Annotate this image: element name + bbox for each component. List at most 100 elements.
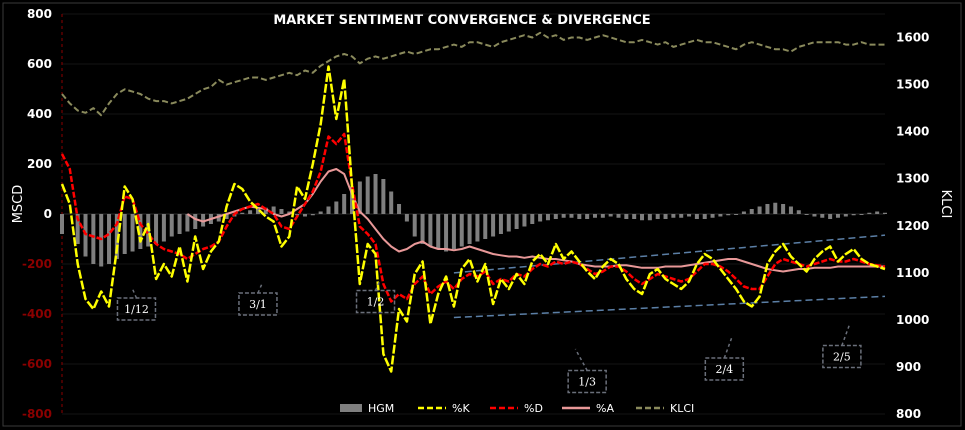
- hgm-bar: [365, 176, 370, 214]
- hgm-bar: [216, 214, 221, 222]
- hgm-bar: [694, 214, 699, 219]
- hgm-bar: [334, 201, 339, 214]
- hgm-bar: [161, 214, 166, 242]
- annotation-label: 1/12: [124, 303, 149, 316]
- hgm-bar: [263, 207, 268, 214]
- hgm-bar: [498, 214, 503, 234]
- hgm-bars: [60, 174, 887, 267]
- hgm-bar: [835, 214, 840, 218]
- hgm-bar: [310, 214, 315, 216]
- hgm-bar: [271, 206, 276, 214]
- y2-tick-label: 1000: [896, 313, 929, 327]
- hgm-bar: [412, 214, 417, 237]
- hgm-bar: [796, 210, 801, 214]
- annotation-label: 3/1: [249, 298, 267, 311]
- y-tick-label: -800: [22, 407, 52, 421]
- hgm-bar: [843, 214, 848, 217]
- trend-line: [453, 295, 886, 319]
- hgm-bar: [279, 209, 284, 214]
- hgm-bar: [647, 214, 652, 221]
- annotation-box: [567, 369, 607, 394]
- hgm-bar: [569, 214, 574, 218]
- trend-line: [453, 234, 886, 274]
- hgm-bar: [224, 214, 229, 219]
- annotations: 1/12 3/1 1/2 1/3 2/4 2/5: [116, 281, 862, 394]
- annotation-pointer: [374, 281, 381, 291]
- y-tick-label: 0: [44, 207, 52, 221]
- hgm-bar: [757, 206, 762, 214]
- hgm-bar: [851, 214, 856, 216]
- hgm-bar: [561, 214, 566, 218]
- annotation-pointer: [131, 288, 138, 299]
- hgm-bar: [326, 206, 331, 214]
- hgm-bar: [545, 214, 550, 221]
- y-tick-label: 400: [27, 107, 52, 121]
- hgm-bar: [169, 214, 174, 237]
- hgm-bar: [240, 212, 245, 214]
- hgm-bar: [287, 211, 292, 214]
- hgm-bar: [632, 214, 637, 219]
- hgm-bar: [483, 214, 488, 239]
- hgm-bar: [381, 179, 386, 214]
- hgm-bar: [491, 214, 496, 237]
- grid-lines: [61, 13, 885, 415]
- hgm-bar: [828, 214, 833, 219]
- hgm-bar: [154, 214, 159, 244]
- y2-tick-label: 800: [896, 407, 921, 421]
- y-tick-label: -600: [22, 357, 52, 371]
- legend-swatch-hgm: [340, 404, 362, 412]
- hgm-bar: [781, 204, 786, 214]
- y2-tick-label: 1100: [896, 266, 929, 280]
- annotation-label: 2/4: [715, 363, 733, 376]
- hgm-bar: [248, 210, 253, 214]
- hgm-bar: [585, 214, 590, 219]
- legend-item-klci: KLCI: [636, 402, 694, 415]
- hgm-bar: [467, 214, 472, 244]
- hgm-bar: [788, 206, 793, 214]
- hgm-bar: [530, 214, 535, 224]
- hgm-bar: [389, 191, 394, 214]
- hgm-bar: [514, 214, 519, 229]
- hgm-bar: [875, 211, 880, 214]
- trend-lines: [453, 234, 886, 319]
- chart-title: MARKET SENTIMENT CONVERGENCE & DIVERGENC…: [273, 13, 650, 28]
- hgm-bar: [255, 209, 260, 214]
- hgm-bar: [75, 214, 80, 244]
- hgm-bar: [608, 214, 613, 217]
- annotation-label: 2/5: [833, 351, 851, 364]
- annotation-pointer: [257, 283, 263, 294]
- legend-label-k: %K: [452, 402, 470, 415]
- hgm-bar: [726, 214, 731, 216]
- hgm-bar: [138, 214, 143, 249]
- hgm-bar: [663, 214, 668, 219]
- hgm-bar: [475, 214, 480, 242]
- legend: HGM %K %D %A KLCI: [340, 402, 694, 415]
- hgm-bar: [718, 214, 723, 217]
- hgm-bar: [734, 214, 739, 215]
- y2-tick-label: 1200: [896, 219, 929, 233]
- annotation-box: [355, 289, 396, 314]
- annotation-box: [822, 344, 862, 369]
- hgm-bar: [436, 214, 441, 249]
- hgm-bar: [765, 204, 770, 214]
- y-tick-label: 600: [27, 57, 52, 71]
- hgm-bar: [702, 214, 707, 219]
- y2-tick-label: 1300: [896, 172, 929, 186]
- hgm-bar: [749, 209, 754, 214]
- hgm-bar: [577, 214, 582, 219]
- hgm-bar: [185, 214, 190, 232]
- hgm-bar: [600, 214, 605, 218]
- hgm-bar: [506, 214, 511, 232]
- annotation-pointer: [723, 336, 733, 359]
- hgm-bar: [107, 214, 112, 264]
- series-line-k: [60, 65, 886, 373]
- legend-item-a: %A: [562, 402, 614, 415]
- hgm-bar: [302, 214, 307, 217]
- y2-tick-label: 900: [896, 360, 921, 374]
- hgm-bar: [99, 214, 104, 267]
- legend-label-hgm: HGM: [368, 402, 394, 415]
- legend-label-d: %D: [524, 402, 543, 415]
